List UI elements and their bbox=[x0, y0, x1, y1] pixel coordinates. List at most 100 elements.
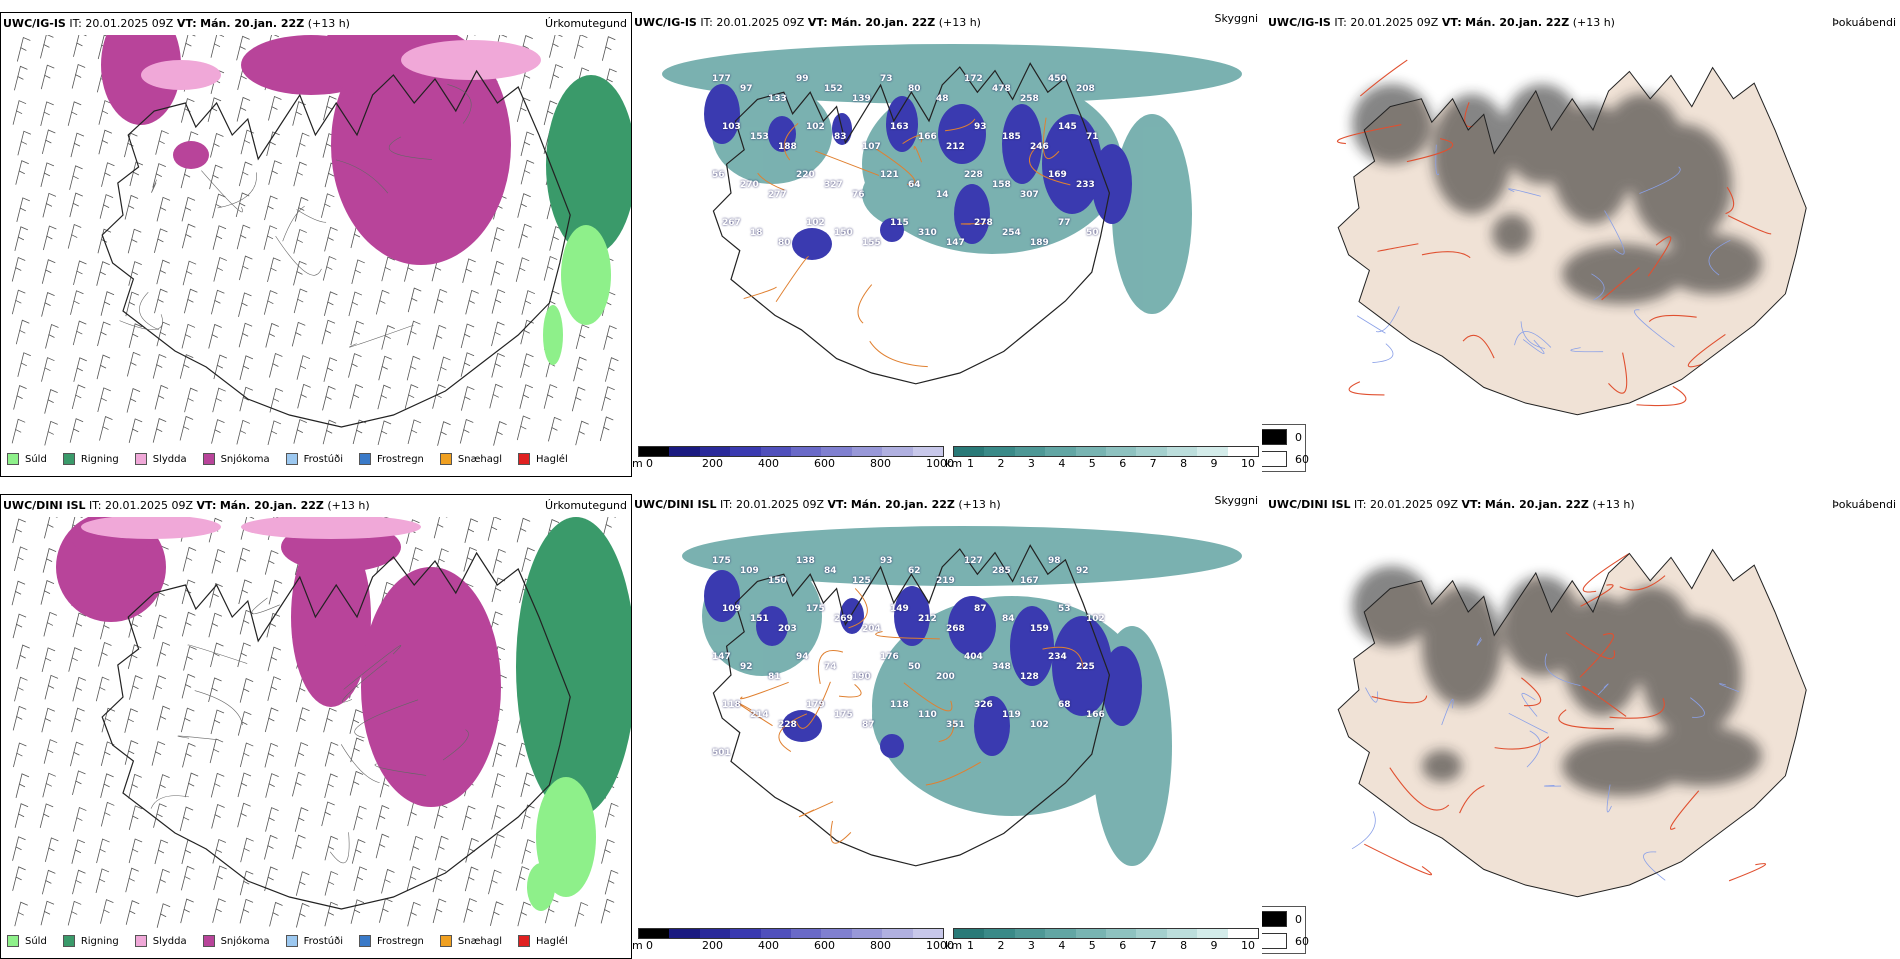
cloud-base-label: 190 bbox=[852, 672, 871, 682]
legend-swatch bbox=[134, 453, 147, 465]
panel-name-precip: Úrkomutegund bbox=[545, 17, 627, 30]
visibility-colorbar: km 1 2 3 4 5 6 7 8 9 10 bbox=[945, 928, 1262, 958]
roads bbox=[1336, 59, 1772, 407]
low-vis-areas bbox=[662, 44, 1242, 314]
visibility-tick: 4 bbox=[1058, 939, 1066, 952]
panel-name-fog: Þokuábendi bbox=[1832, 16, 1896, 29]
cloud-base-label: 56 bbox=[712, 170, 725, 180]
cloud-base-label: 115 bbox=[890, 218, 909, 228]
cloud-base-label: 246 bbox=[1030, 142, 1049, 152]
cloud-base-label: 102 bbox=[806, 122, 825, 132]
legend-swatch bbox=[7, 935, 19, 947]
cloud-base-label: 84 bbox=[824, 566, 837, 576]
legend-item: Rigning bbox=[62, 935, 119, 947]
cloud-base-label: 166 bbox=[918, 132, 937, 142]
cloud-base-label: 93 bbox=[880, 556, 893, 566]
cloud-base-label: 152 bbox=[824, 84, 843, 94]
panel-name-cloud: Skyggni bbox=[1214, 12, 1258, 25]
legend-item: Súld bbox=[7, 935, 47, 947]
cloud-base-label: 102 bbox=[1086, 614, 1105, 624]
cloud-base-label: 163 bbox=[890, 122, 909, 132]
cloud-base-label: 119 bbox=[1002, 710, 1021, 720]
legend-label: Snjókoma bbox=[220, 935, 270, 947]
cloud-base-label: 74 bbox=[824, 662, 837, 672]
cloud-base-label: 278 bbox=[974, 218, 993, 228]
fog-legend-label: 0 bbox=[1295, 912, 1302, 926]
cloud-base-label: 208 bbox=[1076, 84, 1095, 94]
legend-item: Snjókoma bbox=[202, 453, 270, 465]
legend-label: Slydda bbox=[152, 453, 187, 465]
cloud-base-label: 102 bbox=[1030, 720, 1049, 730]
height-tick: 800 bbox=[870, 457, 891, 470]
height-tick: 1000 bbox=[926, 939, 954, 952]
cloud-base-label: 151 bbox=[750, 614, 769, 624]
drizzle-areas bbox=[543, 225, 611, 365]
panel-name-fog: Þokuábendi bbox=[1832, 498, 1896, 511]
legend-item: Frostregn bbox=[359, 453, 424, 465]
cloud-base-label: 139 bbox=[852, 94, 871, 104]
legend-swatch bbox=[518, 935, 531, 947]
legend-swatch bbox=[62, 935, 75, 947]
cloud-base-label: 145 bbox=[1058, 122, 1077, 132]
height-tick: 1000 bbox=[926, 457, 954, 470]
cloud-base-label: 81 bbox=[768, 672, 781, 682]
cloud-base-label: 62 bbox=[908, 566, 921, 576]
legend-swatch bbox=[518, 453, 531, 465]
roads bbox=[150, 597, 469, 864]
height-colorbar: m 0 200 400 600 800 1000 bbox=[632, 446, 954, 476]
legend-item: Rigning bbox=[62, 453, 119, 465]
precip-map bbox=[11, 35, 631, 446]
cloud-base-panel: UWC/DINI ISL IT: 20.01.2025 09Z VT: Mán.… bbox=[632, 494, 1262, 959]
legend-swatch bbox=[359, 935, 371, 947]
cloud-base-label: 77 bbox=[1058, 218, 1071, 228]
cloud-base-label: 268 bbox=[946, 624, 965, 634]
iceland-coastline bbox=[712, 62, 1111, 385]
visibility-tick: 6 bbox=[1119, 939, 1127, 952]
cloud-base-label: 450 bbox=[1048, 74, 1067, 84]
cloud-base-label: 327 bbox=[824, 180, 843, 190]
height-tick: 0 bbox=[646, 457, 653, 470]
legend-label: Haglél bbox=[536, 453, 568, 465]
legend-label: Súld bbox=[25, 453, 47, 465]
cloud-base-label: 149 bbox=[890, 604, 909, 614]
roads bbox=[743, 117, 1071, 368]
precip-type-panel: UWC/DINI ISL IT: 20.01.2025 09Z VT: Mán.… bbox=[0, 494, 632, 959]
cloud-base-label: 147 bbox=[946, 238, 965, 248]
legend-swatch bbox=[202, 453, 215, 465]
legend-swatch bbox=[359, 453, 371, 465]
cloud-base-areas bbox=[704, 84, 1132, 260]
legend-swatch bbox=[7, 453, 19, 465]
fog-legend-swatch bbox=[1262, 933, 1287, 949]
cloud-base-label: 153 bbox=[750, 132, 769, 142]
visibility-tick: 2 bbox=[997, 457, 1005, 470]
cloud-base-label: 127 bbox=[964, 556, 983, 566]
cloud-base-label: 188 bbox=[778, 142, 797, 152]
iceland-coastline bbox=[101, 551, 571, 910]
rain-areas bbox=[546, 75, 631, 255]
cloud-base-label: 270 bbox=[740, 180, 759, 190]
rivers bbox=[1356, 144, 1731, 363]
cloud-base-label: 228 bbox=[778, 720, 797, 730]
legend-label: Snæhagl bbox=[457, 453, 503, 465]
cloud-base-label: 92 bbox=[740, 662, 753, 672]
roads bbox=[1364, 553, 1767, 882]
cloud-base-panel: UWC/IG-IS IT: 20.01.2025 09Z VT: Mán. 20… bbox=[632, 12, 1262, 477]
cloud-map bbox=[662, 44, 1242, 385]
cloud-base-label: 189 bbox=[1030, 238, 1049, 248]
cloud-base-label: 254 bbox=[1002, 228, 1021, 238]
low-vis-areas bbox=[682, 526, 1242, 866]
cloud-base-label: 14 bbox=[936, 190, 949, 200]
cloud-base-label: 159 bbox=[1030, 624, 1049, 634]
cloud-base-label: 348 bbox=[992, 662, 1011, 672]
cloud-base-label: 267 bbox=[722, 218, 741, 228]
cloud-base-label: 351 bbox=[946, 720, 965, 730]
cloud-base-label: 169 bbox=[1048, 170, 1067, 180]
cloud-base-label: 212 bbox=[946, 142, 965, 152]
legend-swatch bbox=[134, 935, 147, 947]
height-tick: 600 bbox=[814, 457, 835, 470]
legend-item: Slydda bbox=[134, 935, 187, 947]
panel-title: UWC/DINI ISL IT: 20.01.2025 09Z VT: Mán.… bbox=[3, 499, 370, 512]
cloud-base-label: 269 bbox=[834, 614, 853, 624]
legend-swatch bbox=[439, 453, 452, 465]
legend-item: Haglél bbox=[518, 453, 568, 465]
